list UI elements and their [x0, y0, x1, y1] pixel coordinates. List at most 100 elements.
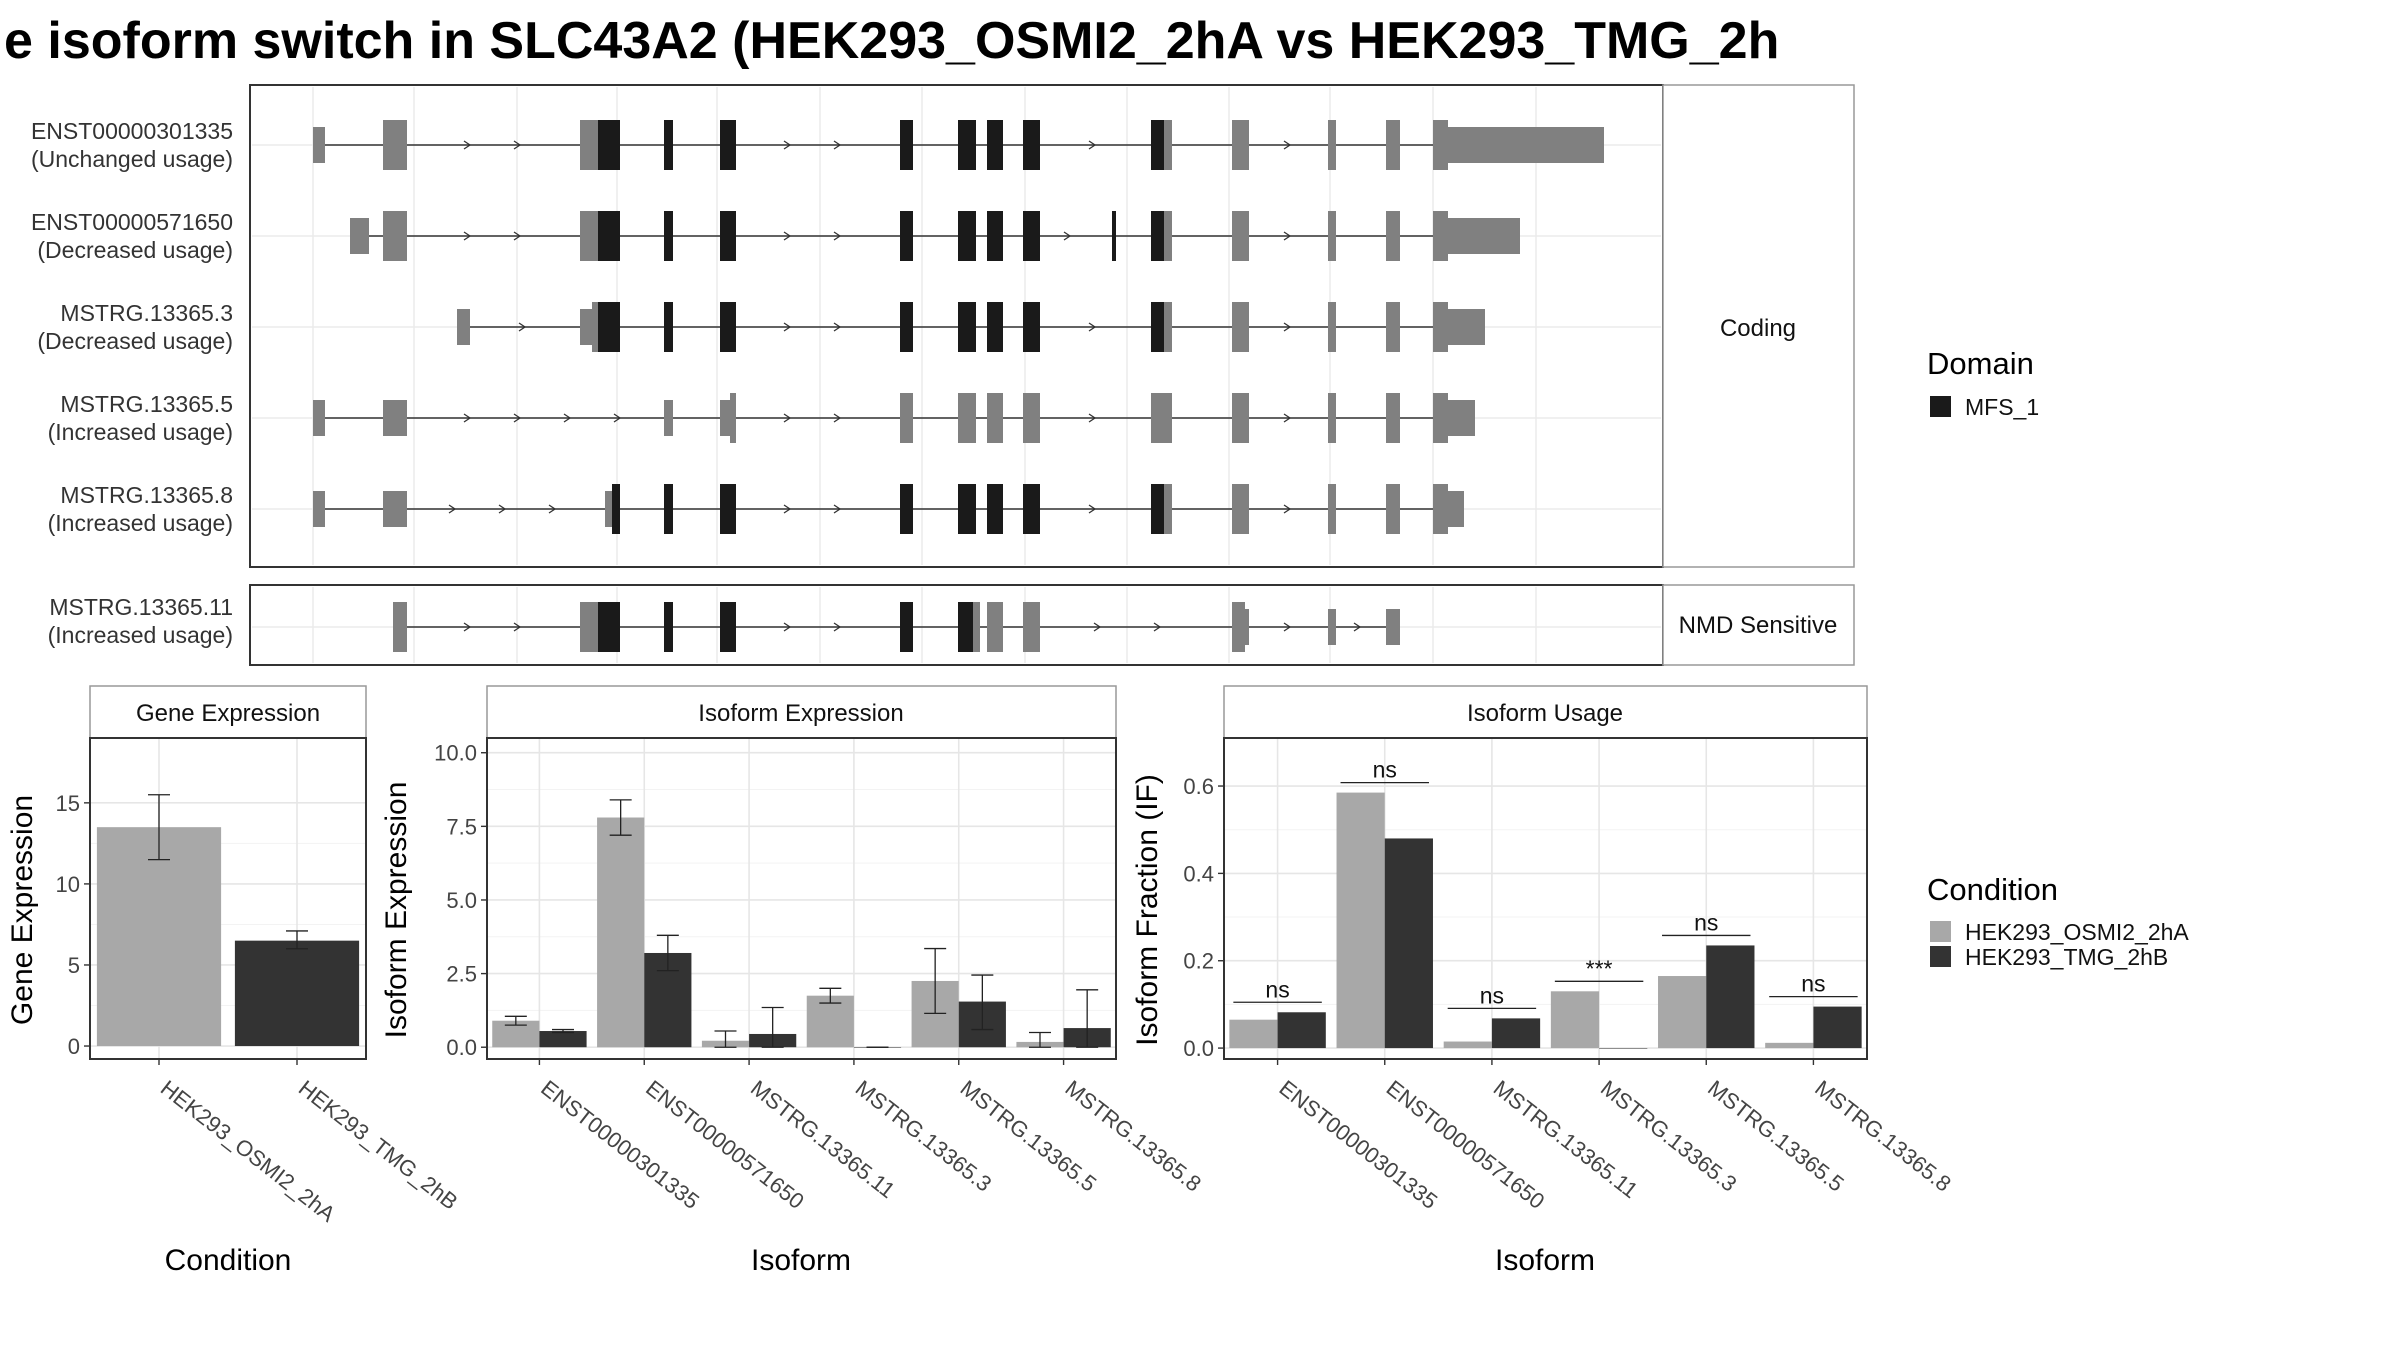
significance-label: ns [1373, 757, 1397, 783]
exon-block [720, 484, 736, 534]
exon-block [664, 484, 673, 534]
isoform-usage-strip [1223, 685, 1868, 739]
exon-block [1151, 120, 1164, 170]
nmd-strip [1662, 584, 1855, 666]
transcript-usage: (Increased usage) [48, 510, 233, 536]
exon-block [383, 120, 407, 170]
bar [1384, 838, 1433, 1049]
strand-arrow [463, 231, 472, 241]
exon-block [958, 484, 976, 534]
exon-block [1164, 211, 1172, 261]
exon-block [1328, 120, 1336, 170]
significance-label: ns [1480, 982, 1504, 1008]
exon-block [580, 211, 598, 261]
exon-block [1433, 120, 1448, 170]
strand-arrow [783, 231, 792, 241]
condition-legend-title: Condition [1927, 872, 2058, 907]
exon-block [393, 602, 407, 652]
transcript-tracks [313, 120, 1604, 652]
exon-block [958, 211, 976, 261]
exon-block [1164, 484, 1172, 534]
exon-block [1151, 393, 1172, 443]
exon-block [1232, 393, 1249, 443]
exon-block [1448, 127, 1604, 163]
exon-block [1023, 302, 1040, 352]
strand-arrow [1353, 622, 1362, 632]
strand-arrow [833, 140, 842, 150]
strand-arrow [833, 413, 842, 423]
exon-block [1328, 393, 1336, 443]
exon-block [1448, 491, 1464, 527]
exon-block [313, 127, 325, 163]
gene-expression-strip-label: Gene Expression [136, 700, 320, 727]
plot-frame [486, 737, 1117, 1060]
strand-arrow [513, 413, 522, 423]
isoform-expression-strip [486, 685, 1117, 739]
exon-block [457, 309, 470, 345]
exon-block [973, 602, 980, 652]
exon-block [598, 302, 620, 352]
significance-label: ns [1694, 909, 1718, 935]
exon-block [1151, 211, 1164, 261]
strand-arrow [783, 413, 792, 423]
exon-block [580, 120, 598, 170]
strand-arrow [1088, 504, 1097, 514]
exon-block [383, 491, 407, 527]
condition-legend: Condition HEK293_OSMI2_2hA HEK293_TMG_2h… [1927, 872, 2189, 970]
exon-block [664, 211, 673, 261]
strand-arrow [448, 504, 457, 514]
bar [1599, 1048, 1648, 1049]
exon-block [1448, 309, 1485, 345]
strand-arrow [518, 322, 527, 332]
exon-block [1448, 218, 1520, 254]
exon-block [987, 120, 1003, 170]
bar [234, 940, 360, 1047]
exon-block [720, 120, 736, 170]
transcript-usage: (Decreased usage) [37, 328, 233, 354]
plot-frame [89, 737, 367, 1060]
bar [806, 995, 854, 1048]
exon-block [720, 211, 736, 261]
plot-background [487, 738, 1116, 1059]
isoform-expression-y-label: Isoform Expression [380, 782, 413, 1039]
strand-arrow [613, 413, 622, 423]
y-tick-label: 10 [56, 872, 80, 897]
strand-arrow [783, 504, 792, 514]
strand-arrow [498, 504, 507, 514]
condition-legend-label-b: HEK293_TMG_2hB [1965, 944, 2168, 970]
exon-block [958, 393, 976, 443]
exon-block [987, 602, 1003, 652]
coding-panel-frame [249, 84, 1664, 568]
gene-expression-x-label: Condition [165, 1244, 292, 1277]
exon-block [313, 491, 325, 527]
exon-block [900, 302, 913, 352]
exon-block [987, 211, 1003, 261]
strand-arrow [463, 622, 472, 632]
transcript-name: MSTRG.13365.5 [60, 391, 233, 417]
transcript-name: MSTRG.13365.8 [60, 482, 233, 508]
strand-arrow [463, 413, 472, 423]
gene-expression-panel: Gene Expression Gene Expression Conditio… [6, 685, 463, 1277]
bar [1443, 1041, 1492, 1049]
exon-block [987, 393, 1003, 443]
strand-arrow [1088, 140, 1097, 150]
exon-block [612, 484, 620, 534]
y-tick-label: 0.0 [446, 1035, 477, 1060]
isoform-usage-x-label: Isoform [1495, 1244, 1595, 1277]
exon-block [1151, 484, 1164, 534]
exon-block [1023, 393, 1040, 443]
coding-strip [1662, 84, 1855, 568]
transcript-usage: (Increased usage) [48, 419, 233, 445]
plot-background [1224, 738, 1867, 1059]
exon-block [1448, 400, 1475, 436]
bar [1229, 1019, 1278, 1049]
exon-block [1232, 602, 1245, 652]
strand-arrow [1063, 231, 1072, 241]
strand-arrow [548, 504, 557, 514]
bar [1491, 1018, 1541, 1049]
bar [539, 1031, 587, 1048]
exon-block [1386, 609, 1400, 645]
transcript-name: ENST00000301335 [31, 118, 233, 144]
exon-block [664, 302, 673, 352]
exon-block [605, 491, 612, 527]
